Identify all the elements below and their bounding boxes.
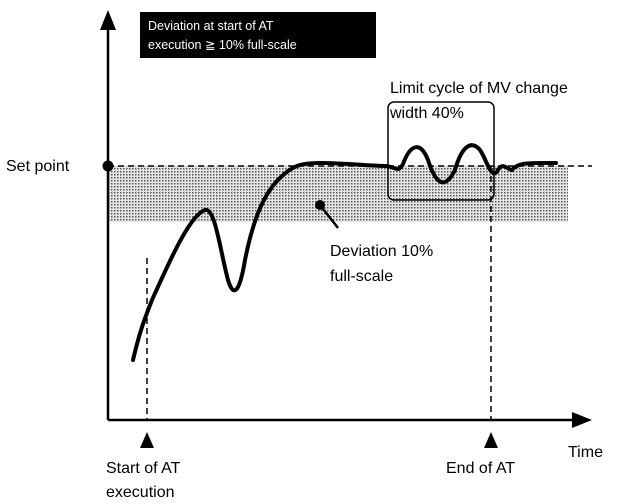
y-axis-arrow	[100, 10, 116, 30]
end-marker	[484, 432, 498, 448]
note-text: Deviation at start of AT	[148, 19, 274, 33]
x-axis-arrow	[572, 412, 592, 428]
process-curve	[131, 143, 558, 362]
deviation-label: full-scale	[330, 268, 393, 285]
deviation-label: Deviation 10%	[330, 243, 433, 260]
limit-cycle-label: Limit cycle of MV change	[390, 80, 568, 97]
deviation-leader	[319, 204, 339, 229]
limit-cycle-label: width 40%	[389, 105, 464, 122]
note-box	[140, 12, 376, 58]
start-label: execution	[106, 484, 175, 501]
set-point-dot	[102, 160, 114, 172]
note-text: execution ≧ 10% full-scale	[148, 38, 297, 52]
time-label: Time	[568, 444, 603, 461]
start-marker	[140, 432, 154, 448]
start-label: Start of AT	[106, 460, 181, 477]
limit-cycle-box	[387, 101, 495, 201]
end-label: End of AT	[446, 460, 515, 477]
set-point-label: Set point	[6, 158, 70, 175]
deviation-band	[108, 166, 568, 222]
